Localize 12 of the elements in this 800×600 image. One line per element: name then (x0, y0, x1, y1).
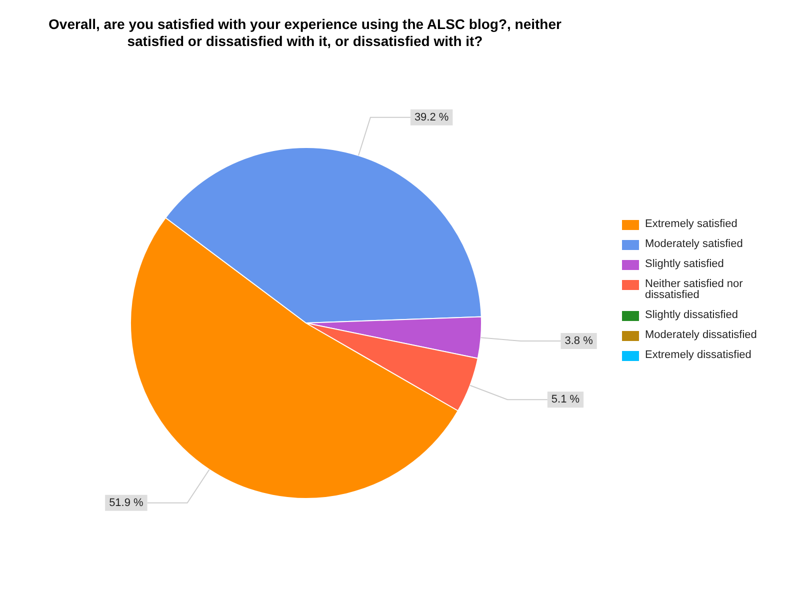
legend-label: Extremely dissatisfied (645, 349, 752, 361)
legend-label: Moderately dissatisfied (645, 329, 758, 341)
legend-label: Moderately satisfied (645, 238, 744, 250)
legend-label: Slightly satisfied (645, 258, 725, 270)
legend-label: Neither satisfied nor dissatisfied (645, 278, 744, 301)
data-label: 5.1 % (551, 394, 580, 406)
data-label: 3.8 % (564, 335, 594, 348)
data-label: 39.2 % (414, 111, 449, 124)
chart-title: Overall, are you satisfied with your experience using the ALSC blog?, neither satisfied or dissatisfied with it, or dissatisfied with it? (48, 16, 562, 50)
legend-label: Slightly dissatisfied (645, 309, 739, 321)
data-label: 51.9 % (109, 496, 144, 509)
legend-label: Extremely satisfied (645, 218, 738, 230)
